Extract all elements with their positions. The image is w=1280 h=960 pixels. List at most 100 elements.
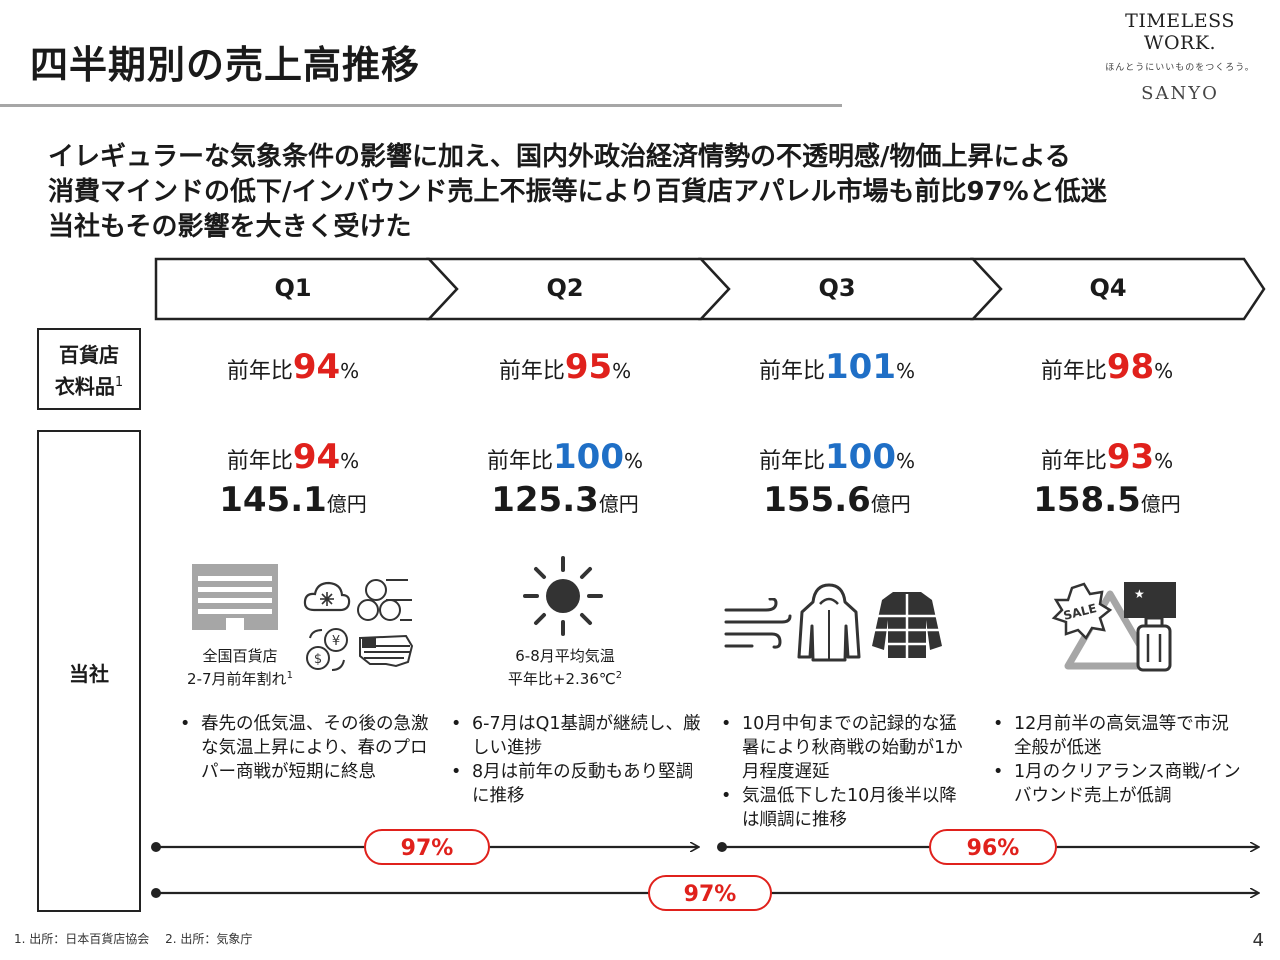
percent-sign: %	[1154, 449, 1174, 473]
sun-icon	[523, 556, 603, 636]
sales-unit: 億円	[1140, 492, 1181, 516]
dept-ratio-q2: 前年比95%	[435, 347, 695, 387]
quarter-label-q4: Q4	[1089, 274, 1127, 302]
ratio-value: 100	[825, 437, 896, 477]
title-divider	[0, 104, 842, 107]
bullet-item: 6-7月はQ1基調が継続し、厳しい進捗	[447, 712, 701, 760]
suitcase-icon	[1136, 616, 1172, 672]
caption-q1-footnote-mark: 1	[286, 670, 293, 681]
caption-q1-line1: 全国百貨店	[202, 647, 278, 665]
row-label-company-text: 当社	[69, 662, 109, 686]
page-title: 四半期別の売上高推移	[30, 43, 421, 87]
wind-icon	[724, 598, 792, 649]
footnotes: 1. 出所：日本百貨店協会 2. 出所：気象庁	[14, 932, 253, 946]
row-label-department-store: 百貨店 衣料品1	[37, 328, 141, 410]
sales-q1: 145.1億円	[163, 480, 423, 520]
dept-ratio-q3: 前年比101%	[707, 347, 967, 387]
svg-text:★: ★	[1134, 587, 1145, 601]
sales-value: 145.1	[219, 480, 327, 520]
dept-ratio-q1: 前年比94%	[163, 347, 423, 387]
sales-unit: 億円	[598, 492, 639, 516]
company-ratio-q2: 前年比100%	[435, 437, 695, 477]
ratio-value: 98	[1106, 347, 1155, 387]
bullets-q3: 10月中旬までの記録的な猛暑により秋商戦の始動が1か月程度遅延 気温低下した10…	[717, 712, 971, 832]
percent-sign: %	[1154, 359, 1174, 383]
bullet-item: 気温低下した10月後半以降は順調に推移	[717, 784, 971, 832]
caption-q2-line1: 6-8月平均気温	[515, 647, 615, 665]
sales-value: 125.3	[491, 480, 599, 520]
caption-q1-line2: 2-7月前年割れ	[187, 670, 287, 688]
company-ratio-q1: 前年比94%	[163, 437, 423, 477]
page-number: 4	[1252, 930, 1264, 951]
sales-unit: 億円	[870, 492, 911, 516]
h1-ratio-badge: 97%	[364, 829, 490, 865]
h2-ratio-badge: 96%	[929, 829, 1057, 865]
ratio-prefix: 前年比	[758, 449, 825, 474]
ratio-prefix: 前年比	[1040, 449, 1107, 474]
percent-sign: %	[340, 449, 360, 473]
bullets-q2: 6-7月はQ1基調が継続し、厳しい進捗 8月は前年の反動もあり堅調に推移	[447, 712, 701, 808]
usa-flag-map-icon	[359, 634, 414, 668]
full-year-ratio-badge: 97%	[648, 875, 772, 911]
sales-unit: 億円	[326, 492, 367, 516]
ratio-value: 101	[825, 347, 896, 387]
quarter-label-q3: Q3	[818, 274, 856, 302]
ratio-prefix: 前年比	[758, 359, 825, 384]
sales-q3: 155.6億円	[707, 480, 967, 520]
percent-sign: %	[612, 359, 632, 383]
bullet-item: 12月前半の高気温等で市況全般が低迷	[989, 712, 1243, 760]
caption-q2: 6-8月平均気温 平年比+2.36℃2	[475, 646, 655, 689]
caption-q2-line2: 平年比+2.36℃	[507, 670, 616, 688]
sales-q2: 125.3億円	[435, 480, 695, 520]
bullet-item: 8月は前年の反動もあり堅調に推移	[447, 760, 701, 808]
quarter-label-q1: Q1	[274, 274, 312, 302]
sales-value: 155.6	[763, 480, 871, 520]
brand-logo: TIMELESS WORK. ほんとうにいいものをつくろう。 SANYO	[1090, 10, 1270, 104]
bullet-item: 1月のクリアランス商戦/インバウンド売上が低調	[989, 760, 1243, 808]
quarter-label-q2: Q2	[546, 274, 584, 302]
row-label-dept-line1: 百貨店	[59, 343, 119, 367]
percent-sign: %	[623, 449, 643, 473]
full-year-start-dot	[151, 888, 161, 898]
row-label-footnote-mark: 1	[114, 375, 124, 390]
percent-sign: %	[895, 449, 915, 473]
bullets-q4: 12月前半の高気温等で市況全般が低迷 1月のクリアランス商戦/インバウンド売上が…	[989, 712, 1243, 808]
summary-line-2: 消費マインドの低下/インバウンド売上不振等により百貨店アパレル市場も前比97%と…	[48, 177, 1107, 207]
bullet-item: 春先の低気温、その後の急激な気温上昇により、春のプロパー商戦が短期に終息	[176, 712, 430, 784]
svg-text:¥: ¥	[332, 634, 340, 649]
brand-company: SANYO	[1141, 83, 1219, 104]
fabric-rolls-icon	[357, 579, 412, 621]
bullets-q1: 春先の低気温、その後の急激な気温上昇により、春のプロパー商戦が短期に終息	[176, 712, 430, 784]
chevron-q4	[970, 257, 1266, 321]
ratio-value: 100	[553, 437, 624, 477]
svg-text:$: $	[314, 652, 322, 667]
brand-tagline: ほんとうにいいものをつくろう。	[1105, 63, 1255, 73]
row-label-dept-line2: 衣料品	[54, 374, 115, 399]
summary-text: イレギュラーな気象条件の影響に加え、国内外政治経済情勢の不透明感/物価上昇による…	[48, 140, 1258, 245]
ratio-value: 95	[564, 347, 613, 387]
caption-q1: 全国百貨店 2-7月前年割れ1	[150, 646, 330, 689]
ratio-prefix: 前年比	[498, 359, 565, 384]
currency-exchange-icon: ¥ $	[306, 628, 348, 671]
bullet-item: 10月中旬までの記録的な猛暑により秋商戦の始動が1か月程度遅延	[717, 712, 971, 784]
dept-ratio-q4: 前年比98%	[977, 347, 1237, 387]
ratio-prefix: 前年比	[1040, 359, 1107, 384]
ratio-prefix: 前年比	[226, 359, 293, 384]
ratio-value: 94	[292, 347, 341, 387]
company-ratio-q4: 前年比93%	[977, 437, 1237, 477]
sales-q4: 158.5億円	[977, 480, 1237, 520]
h1-start-dot	[151, 842, 161, 852]
department-store-building-icon	[192, 564, 278, 630]
hooded-coat-icon	[797, 583, 861, 662]
snow-cloud-icon	[303, 581, 351, 612]
ratio-prefix: 前年比	[486, 449, 553, 474]
caption-q2-footnote-mark: 2	[615, 670, 623, 681]
ratio-value: 93	[1106, 437, 1155, 477]
sale-inbound-icon: SALE ★	[1051, 582, 1176, 672]
ratio-prefix: 前年比	[226, 449, 293, 474]
sales-value: 158.5	[1033, 480, 1141, 520]
ratio-value: 94	[292, 437, 341, 477]
china-flag-icon	[1124, 582, 1176, 618]
summary-line-1: イレギュラーな気象条件の影響に加え、国内外政治経済情勢の不透明感/物価上昇による	[48, 142, 1071, 172]
sale-burst-icon	[1051, 582, 1113, 641]
